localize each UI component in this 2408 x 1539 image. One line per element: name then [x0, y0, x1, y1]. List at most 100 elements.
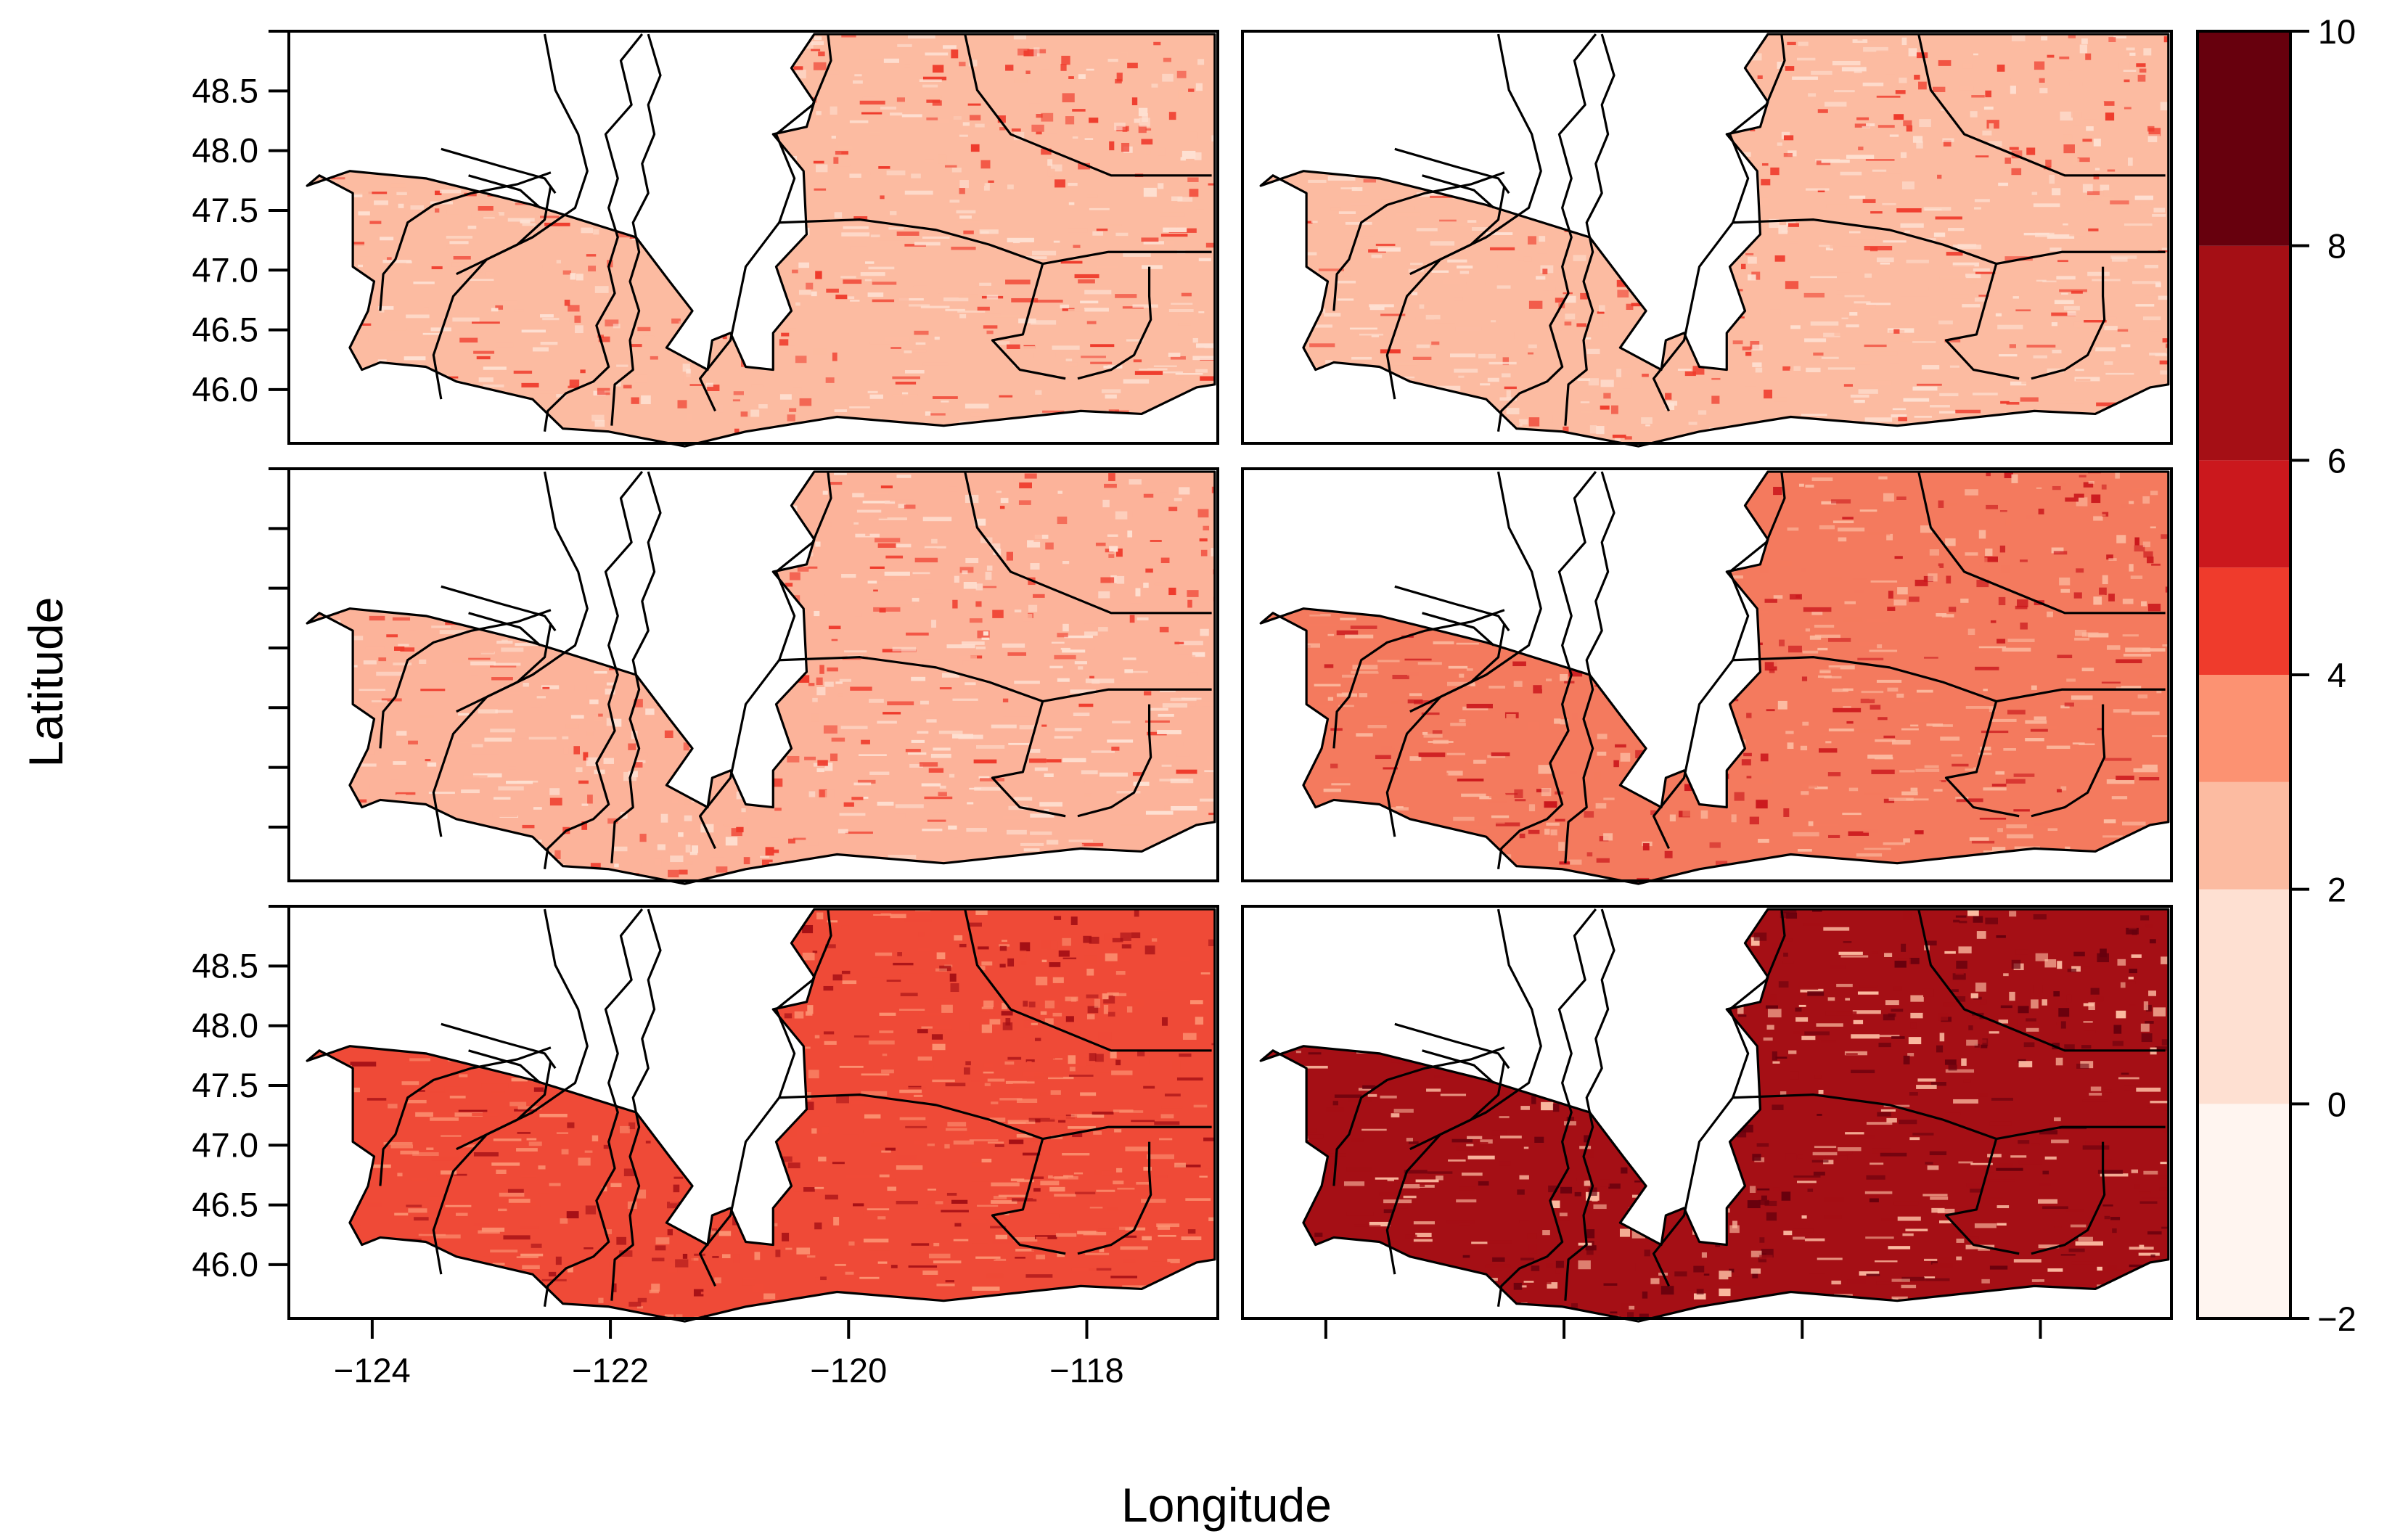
region-boundary — [1946, 1139, 2019, 1254]
region-boundary — [469, 1051, 541, 1083]
region-boundary — [1334, 610, 1504, 749]
region-boundary — [1565, 472, 1614, 863]
raster-fill — [1261, 34, 2169, 443]
region-boundary — [1387, 34, 1541, 399]
colorbar-tick-label: 6 — [2327, 441, 2346, 480]
colorbar-tick-label: 10 — [2318, 12, 2356, 51]
x-tick-label: −118 — [1049, 1351, 1123, 1390]
map-panel-2-2 — [1241, 467, 2173, 886]
region-boundary — [779, 220, 1212, 264]
y-tick-label: 46.5 — [192, 1186, 258, 1224]
y-tick-label: 48.0 — [192, 131, 258, 170]
panel-frame — [287, 467, 1219, 882]
colorbar-tick-label: 2 — [2327, 871, 2346, 909]
map-panel-2-1 — [287, 467, 1219, 888]
panel-frame — [1241, 467, 2173, 882]
region-boundary — [1499, 472, 1596, 869]
region-boundary — [380, 173, 551, 311]
map-panel-3-2 — [1241, 905, 2173, 1323]
region-boundary — [1422, 1051, 1494, 1083]
region-boundary — [965, 909, 1212, 1051]
region-boundary — [779, 657, 1212, 702]
region-boundary — [545, 909, 642, 1307]
region-boundary — [965, 472, 1212, 613]
region-boundary — [1499, 34, 1596, 432]
colorbar-swatch — [2198, 675, 2290, 782]
region-boundary — [1078, 705, 1151, 816]
y-tick-label: 47.5 — [192, 1066, 258, 1104]
x-axis-title: Longitude — [1121, 1478, 1332, 1532]
region-boundary — [1387, 909, 1541, 1274]
raster-fill — [307, 472, 1215, 881]
map-panel-1-1 — [287, 30, 1219, 449]
y-tick-label: 46.5 — [192, 311, 258, 349]
state-outline — [1261, 472, 2169, 884]
region-boundary — [1387, 472, 1541, 837]
y-tick-label: 48.5 — [192, 71, 258, 110]
colorbar-tick-label: 0 — [2327, 1085, 2346, 1123]
region-boundary — [1565, 909, 1614, 1301]
region-boundary — [612, 472, 660, 863]
colorbar-swatch — [2198, 889, 2290, 1104]
region-boundary — [469, 176, 541, 208]
colorbar-swatch — [2198, 567, 2290, 675]
x-tick-label: −124 — [334, 1351, 411, 1390]
state-outline — [1261, 909, 2169, 1321]
region-boundary — [1919, 34, 2166, 176]
y-tick-label: 48.5 — [192, 946, 258, 985]
region-boundary — [1733, 657, 2166, 702]
state-outline — [1261, 34, 2169, 446]
region-boundary — [1499, 909, 1596, 1307]
colorbar-swatch — [2198, 460, 2290, 568]
region-boundary — [700, 34, 831, 411]
region-boundary — [380, 610, 551, 749]
y-tick-label: 48.0 — [192, 1006, 258, 1045]
region-boundary — [1422, 176, 1494, 208]
region-boundary — [433, 472, 587, 837]
x-tick-label: −120 — [810, 1351, 887, 1390]
region-boundary — [1078, 267, 1151, 379]
region-boundary — [2031, 267, 2105, 379]
state-outline — [307, 472, 1215, 884]
raster-fill — [307, 34, 1215, 443]
region-boundary — [612, 34, 660, 426]
map-panel-3-1 — [287, 905, 1219, 1323]
y-tick-label: 47.0 — [192, 250, 258, 289]
y-tick-label: 46.0 — [192, 1245, 258, 1284]
panel-frame — [1241, 905, 2173, 1320]
colorbar-tick-label: 8 — [2327, 227, 2346, 266]
region-boundary — [1946, 702, 2019, 816]
y-tick-label: 46.0 — [192, 370, 258, 409]
region-boundary — [2031, 705, 2105, 816]
state-outline — [307, 909, 1215, 1321]
region-boundary — [1654, 472, 1785, 848]
panel-frame — [1241, 30, 2173, 445]
colorbar-swatch — [2198, 245, 2290, 461]
region-boundary — [1334, 1048, 1504, 1186]
y-tick-label: 47.5 — [192, 191, 258, 229]
state-outline — [307, 34, 1215, 446]
region-boundary — [545, 472, 642, 869]
region-boundary — [992, 1139, 1065, 1254]
region-boundary — [2031, 1142, 2105, 1254]
region-boundary — [1919, 909, 2166, 1051]
y-axis-title: Latitude — [19, 597, 73, 768]
region-boundary — [1334, 173, 1504, 311]
region-boundary — [1654, 909, 1785, 1286]
colorbar-tick-label: −2 — [2317, 1300, 2356, 1338]
region-boundary — [1733, 220, 2166, 264]
region-boundary — [433, 909, 587, 1274]
region-boundary — [1654, 34, 1785, 411]
region-boundary — [700, 909, 831, 1286]
region-boundary — [1919, 472, 2166, 613]
region-boundary — [545, 34, 642, 432]
region-boundary — [1422, 613, 1494, 646]
colorbar-tick-label: 4 — [2327, 656, 2346, 694]
colorbar-swatch — [2198, 781, 2290, 890]
region-boundary — [992, 264, 1065, 379]
region-boundary — [612, 909, 660, 1301]
region-boundary — [992, 702, 1065, 816]
region-boundary — [433, 34, 587, 399]
region-boundary — [1565, 34, 1614, 426]
colorbar-swatch — [2198, 31, 2290, 246]
